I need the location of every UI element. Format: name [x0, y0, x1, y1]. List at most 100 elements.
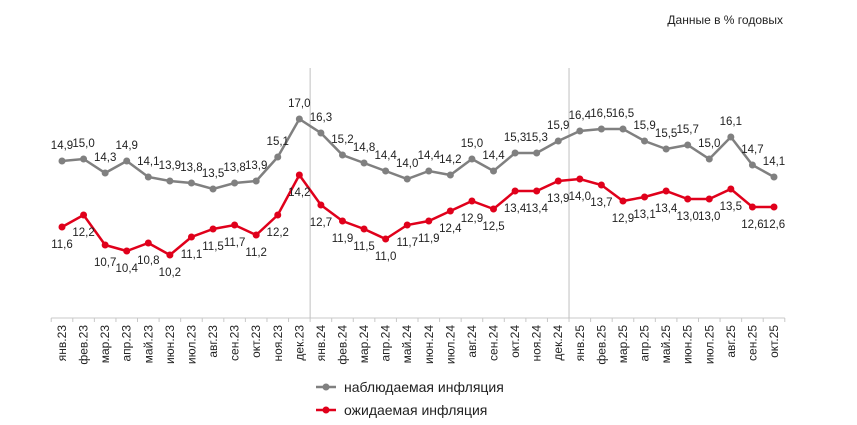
- data-point: [576, 127, 584, 135]
- data-point: [58, 157, 66, 165]
- data-point: [101, 241, 109, 249]
- legend-label-observed: наблюдаемая инфляция: [344, 379, 504, 395]
- data-point: [166, 177, 174, 185]
- x-tick-label: сен.23: [228, 325, 242, 361]
- data-label: 14,8: [353, 142, 375, 154]
- data-label: 14,1: [137, 156, 159, 168]
- data-label: 12,5: [482, 221, 504, 233]
- data-label: 15,2: [331, 134, 353, 146]
- data-label: 11,9: [418, 233, 440, 245]
- data-point: [641, 193, 649, 201]
- data-label: 15,0: [461, 138, 483, 150]
- data-label: 15,3: [504, 132, 526, 144]
- data-label: 13,4: [525, 203, 548, 215]
- data-point: [554, 137, 562, 145]
- data-label: 10,2: [159, 267, 181, 279]
- data-point: [403, 175, 411, 183]
- data-point: [231, 179, 239, 187]
- x-tick-label: апр.24: [379, 325, 393, 362]
- data-label: 14,1: [763, 156, 785, 168]
- data-label: 10,7: [94, 257, 116, 269]
- data-label: 14,4: [374, 150, 397, 162]
- data-label: 14,0: [569, 191, 591, 203]
- data-label: 11,6: [51, 239, 73, 251]
- data-label: 16,5: [612, 108, 634, 120]
- x-tick-label: янв.24: [314, 325, 328, 362]
- data-point: [317, 129, 325, 137]
- data-point: [144, 239, 152, 247]
- data-point: [123, 247, 131, 255]
- x-tick-label: ноя.23: [271, 325, 285, 362]
- data-label: 11,1: [181, 249, 203, 261]
- x-tick-label: авг.23: [206, 325, 220, 358]
- data-point: [231, 221, 239, 229]
- data-point: [446, 171, 454, 179]
- data-point: [187, 233, 195, 241]
- data-point: [554, 177, 562, 185]
- data-point: [533, 187, 541, 195]
- data-point: [597, 181, 605, 189]
- data-label: 13,8: [180, 162, 202, 174]
- data-point: [662, 145, 670, 153]
- data-point: [274, 153, 282, 161]
- data-label: 13,0: [677, 211, 699, 223]
- data-point: [382, 167, 390, 175]
- data-label: 12,6: [741, 219, 763, 231]
- data-label: 11,9: [332, 233, 354, 245]
- x-tick-label: мар.25: [616, 325, 630, 364]
- data-point: [533, 149, 541, 157]
- data-point: [80, 211, 88, 219]
- legend-item-expected: ожидаемая инфляция: [316, 402, 487, 418]
- data-point: [252, 177, 260, 185]
- data-point: [338, 151, 346, 159]
- data-point: [684, 141, 692, 149]
- data-point: [727, 133, 735, 141]
- data-label: 15,0: [698, 138, 720, 150]
- data-point: [403, 221, 411, 229]
- data-label: 16,1: [720, 116, 742, 128]
- x-tick-label: ноя.24: [530, 325, 544, 362]
- data-point: [382, 235, 390, 243]
- x-tick-label: фев.25: [594, 325, 608, 365]
- data-label: 11,2: [245, 247, 267, 259]
- data-label: 13,9: [159, 160, 181, 172]
- data-point: [209, 225, 217, 233]
- data-label: 13,8: [223, 162, 245, 174]
- legend-label-expected: ожидаемая инфляция: [344, 402, 488, 418]
- x-tick-label: дек.23: [292, 325, 306, 361]
- data-point: [619, 125, 627, 133]
- data-point: [705, 155, 713, 163]
- data-point: [360, 159, 368, 167]
- data-label: 14,4: [418, 150, 441, 162]
- data-label: 13,9: [547, 193, 569, 205]
- x-tick-label: май.23: [141, 325, 155, 364]
- x-tick-label: янв.25: [573, 325, 587, 362]
- data-label: 13,1: [633, 209, 655, 221]
- data-label: 11,5: [353, 241, 375, 253]
- x-tick-label: май.25: [659, 325, 673, 364]
- data-point: [511, 149, 519, 157]
- data-point: [295, 115, 303, 123]
- data-label: 10,8: [137, 255, 159, 267]
- x-tick-label: окт.25: [767, 325, 781, 358]
- data-label: 12,4: [439, 223, 462, 235]
- data-label: 15,7: [677, 124, 699, 136]
- data-label: 13,7: [590, 197, 612, 209]
- series-line: [61, 172, 774, 257]
- x-tick-label: июл.23: [184, 325, 198, 364]
- data-label: 12,9: [612, 213, 634, 225]
- data-label: 16,5: [590, 108, 612, 120]
- data-label: 12,2: [267, 227, 289, 239]
- data-point: [770, 203, 778, 211]
- series-expected: 11,612,210,7 10,410,810,211,111,5 11,711,2…: [51, 171, 785, 279]
- x-tick-label: апр.23: [120, 325, 134, 362]
- data-point: [317, 201, 325, 209]
- x-tick-label: апр.25: [638, 325, 652, 362]
- data-label: 11,0: [375, 251, 397, 263]
- data-point: [684, 195, 692, 203]
- data-point: [619, 197, 627, 205]
- data-label: 14,2: [439, 154, 461, 166]
- data-label: 16,4: [569, 110, 592, 122]
- x-tick-label: окт.23: [249, 325, 263, 358]
- x-tick-label: окт.24: [508, 325, 522, 358]
